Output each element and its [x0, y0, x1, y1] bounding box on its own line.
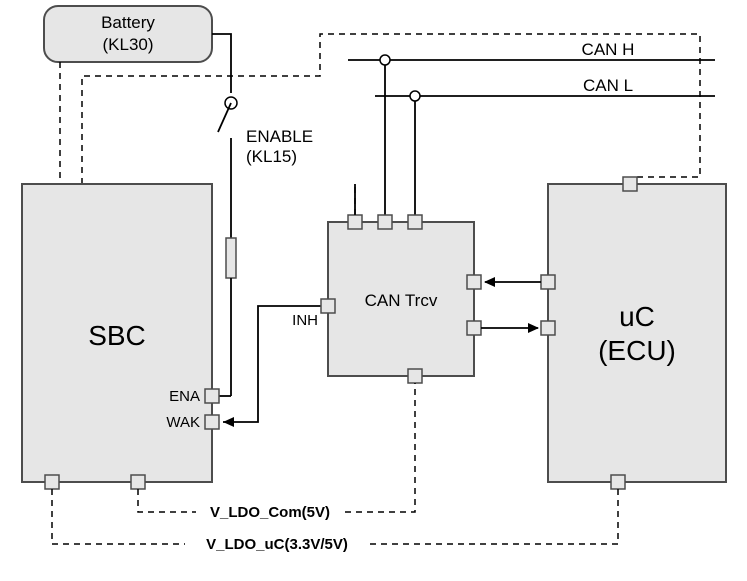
pad-sbc-ena — [205, 389, 219, 403]
inh-label: INH — [292, 312, 318, 329]
pad-uc-left-l — [541, 321, 555, 335]
enable-label-2: (KL15) — [246, 147, 297, 166]
diagram-root: Battery (KL30) SBC ENA WAK CAN Trcv INH … — [0, 0, 747, 581]
trcv-label: CAN Trcv — [365, 291, 438, 310]
vldo-com-label: V_LDO_Com(5V) — [210, 504, 330, 521]
pad-uc-left-u — [541, 275, 555, 289]
pad-trcv-left — [321, 299, 335, 313]
uc-label-2: (ECU) — [598, 335, 676, 366]
switch-blade — [218, 103, 231, 132]
pad-sbc-bot-r — [131, 475, 145, 489]
arrow-uc-to-trcv — [484, 277, 495, 287]
pad-trcv-top-l — [348, 215, 362, 229]
pad-sbc-bot-l — [45, 475, 59, 489]
ena-label: ENA — [169, 388, 200, 405]
uc-block — [548, 184, 726, 482]
pad-trcv-bot — [408, 369, 422, 383]
dash-vldo-uc-left — [52, 489, 185, 544]
canl-junction — [410, 91, 420, 101]
pad-sbc-wak — [205, 415, 219, 429]
canh-junction — [380, 55, 390, 65]
battery-label-2: (KL30) — [102, 35, 153, 54]
dash-vldo-uc-right — [370, 489, 618, 544]
canl-label: CAN L — [583, 76, 633, 95]
uc-label-1: uC — [619, 301, 655, 332]
pad-trcv-top-r — [408, 215, 422, 229]
canh-label: CAN H — [582, 40, 635, 59]
pad-trcv-top-m — [378, 215, 392, 229]
arrow-trcv-to-uc — [528, 323, 539, 333]
pad-trcv-right-u — [467, 275, 481, 289]
sbc-label: SBC — [88, 320, 146, 351]
wire-batt-to-switch — [212, 34, 231, 93]
resistor — [226, 238, 236, 278]
vldo-uc-label: V_LDO_uC(3.3V/5V) — [206, 536, 348, 553]
battery-label-1: Battery — [101, 13, 155, 32]
pad-uc-bot — [611, 475, 625, 489]
arrow-into-wak — [223, 417, 234, 427]
pad-trcv-right-l — [467, 321, 481, 335]
dash-vldo-com-right — [345, 383, 415, 512]
dash-vldo-com-left — [138, 489, 196, 512]
pad-uc-top — [623, 177, 637, 191]
enable-label-1: ENABLE — [246, 127, 313, 146]
wak-label: WAK — [166, 414, 200, 431]
